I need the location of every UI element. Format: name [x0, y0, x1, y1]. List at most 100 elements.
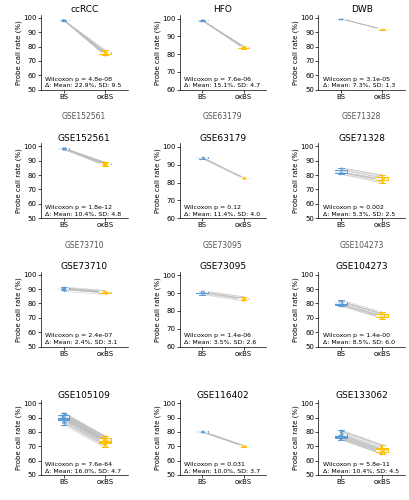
Point [200, 154, 206, 162]
Point [378, 444, 384, 452]
Point [337, 433, 344, 441]
Point [103, 48, 109, 56]
Point [240, 297, 246, 305]
Point [100, 160, 107, 168]
Point [378, 442, 384, 450]
Point [378, 314, 384, 322]
Point [199, 16, 205, 24]
Point [336, 436, 343, 444]
Point [240, 293, 246, 301]
Point [60, 286, 67, 294]
Point [101, 437, 108, 445]
Point [379, 178, 385, 186]
Point [378, 312, 384, 320]
Text: Wilcoxon p = 2.4e-07
Δ: Mean: 2.4%, SD: 3.1: Wilcoxon p = 2.4e-07 Δ: Mean: 2.4%, SD: … [45, 334, 118, 345]
Point [102, 50, 109, 58]
Point [240, 174, 246, 182]
Point [337, 14, 344, 22]
Point [62, 144, 68, 152]
Point [101, 436, 108, 444]
Point [61, 16, 68, 24]
Point [379, 448, 385, 456]
Point [100, 160, 107, 168]
Point [102, 434, 108, 442]
Point [240, 294, 246, 302]
Point [101, 46, 108, 54]
Point [337, 431, 344, 439]
Point [62, 416, 68, 424]
Point [199, 16, 206, 24]
Point [103, 437, 110, 445]
Point [338, 15, 345, 23]
Point [103, 160, 109, 168]
Point [198, 288, 204, 296]
Point [59, 414, 65, 422]
Point [380, 442, 387, 450]
Point [337, 434, 343, 442]
Point [200, 286, 206, 294]
PathPatch shape [376, 448, 388, 452]
Point [59, 410, 66, 418]
Point [337, 436, 344, 444]
PathPatch shape [376, 177, 388, 180]
Point [380, 26, 387, 34]
Point [198, 16, 204, 24]
Point [102, 160, 109, 168]
Point [60, 16, 66, 24]
Point [379, 450, 385, 458]
Point [200, 288, 207, 296]
Point [336, 301, 343, 309]
Point [240, 44, 247, 52]
Point [336, 300, 343, 308]
Point [198, 16, 204, 24]
PathPatch shape [238, 47, 249, 48]
Point [61, 288, 67, 296]
Point [337, 431, 343, 439]
Point [59, 144, 66, 152]
Point [60, 415, 66, 423]
Point [100, 160, 107, 168]
Point [59, 285, 65, 293]
Point [101, 162, 108, 170]
Point [338, 297, 344, 305]
Title: ccRCC: ccRCC [70, 5, 98, 14]
Point [337, 300, 343, 308]
Point [101, 288, 107, 296]
Point [102, 160, 108, 168]
Point [379, 308, 385, 316]
Point [379, 171, 385, 179]
Point [200, 428, 206, 436]
Point [198, 154, 204, 162]
Point [240, 442, 246, 450]
Point [59, 419, 66, 427]
Point [103, 432, 110, 440]
Point [59, 144, 66, 152]
Point [103, 162, 110, 170]
Point [61, 144, 68, 152]
Point [62, 285, 68, 293]
Point [61, 415, 67, 423]
Point [241, 174, 248, 182]
Point [61, 412, 68, 420]
PathPatch shape [196, 292, 208, 293]
Point [101, 48, 107, 56]
Point [240, 442, 246, 450]
Point [103, 288, 109, 296]
PathPatch shape [99, 163, 111, 164]
Text: GSE152561: GSE152561 [62, 112, 106, 121]
Point [59, 421, 66, 429]
PathPatch shape [58, 148, 70, 149]
Point [100, 434, 106, 442]
Point [59, 412, 66, 420]
Point [59, 408, 66, 416]
Point [103, 432, 110, 440]
Y-axis label: Probe call rate (%): Probe call rate (%) [16, 406, 22, 470]
Point [240, 44, 247, 52]
Point [61, 144, 67, 152]
Point [60, 144, 67, 152]
Point [337, 166, 344, 174]
Point [100, 287, 107, 295]
Point [338, 426, 345, 434]
Point [102, 432, 108, 440]
Point [103, 442, 110, 450]
